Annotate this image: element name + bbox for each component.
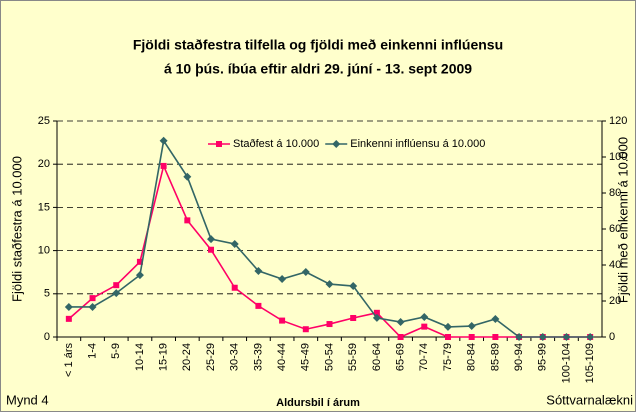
x-tick-label: 80-84 [466, 343, 478, 371]
marker [183, 172, 192, 181]
y-tick-label: 20 [38, 158, 50, 170]
marker [278, 275, 287, 284]
y2-tick-label: 40 [609, 259, 621, 271]
marker [112, 289, 121, 298]
x-tick-label: < 1 árs [63, 343, 75, 377]
y-tick-label: 25 [38, 115, 50, 127]
x-tick-label: 65-69 [394, 343, 406, 371]
y2-tick-label: 120 [609, 115, 627, 127]
marker [135, 271, 144, 280]
marker [302, 326, 309, 333]
y-tick-label: 10 [38, 245, 50, 257]
y2-tick-label: 0 [609, 331, 615, 343]
chart-subtitle: á 10 þús. íbúa eftir aldri 29. júní - 13… [164, 61, 472, 77]
marker [301, 268, 310, 277]
x-tick-label: 75-79 [442, 343, 454, 371]
marker [586, 333, 595, 341]
legend-label: Staðfest á 10.000 [233, 138, 319, 150]
legend-label: Einkenni inflúensu á 10.000 [350, 138, 485, 150]
marker [184, 217, 191, 224]
marker [350, 314, 357, 321]
marker [64, 302, 73, 311]
x-tick-label: 25-29 [205, 343, 217, 371]
x-tick-label: 85-89 [489, 343, 501, 371]
marker [279, 317, 286, 324]
y-tick-label: 15 [38, 201, 50, 213]
x-tick-label: 40-44 [276, 343, 288, 371]
marker [562, 333, 571, 341]
y-tick-label: 5 [44, 288, 50, 300]
marker [207, 235, 216, 244]
x-tick-label: 55-59 [347, 343, 359, 371]
marker [444, 334, 451, 340]
x-tick-label: 5-9 [110, 343, 122, 359]
x-tick-label: 15-19 [158, 343, 170, 371]
x-tick-label: 20-24 [181, 343, 193, 371]
marker [538, 333, 547, 341]
y-axis-label: Fjöldi staðfestra á 10.000 [9, 156, 24, 302]
marker [159, 136, 168, 145]
marker [420, 313, 429, 322]
x-tick-label: 10-14 [134, 343, 146, 371]
y2-tick-label: 100 [609, 151, 627, 163]
chart-title: Fjöldi staðfestra tilfella og fjöldi með… [133, 37, 503, 53]
y2-tick-label: 60 [609, 223, 621, 235]
marker [443, 322, 452, 331]
x-tick-label: 90-94 [513, 343, 525, 371]
marker [325, 280, 334, 289]
marker [89, 295, 96, 302]
marker [255, 302, 262, 309]
x-tick-label: 45-49 [300, 343, 312, 371]
x-tick-label: 95-99 [537, 343, 549, 371]
footer-right: Sóttvarnalækni [546, 392, 633, 407]
marker [65, 315, 72, 322]
marker [332, 140, 341, 148]
marker [113, 282, 120, 289]
marker [136, 258, 143, 265]
marker [254, 266, 263, 275]
marker [326, 321, 333, 328]
marker [397, 334, 404, 340]
marker [421, 323, 428, 330]
marker [208, 246, 215, 253]
marker [216, 141, 222, 147]
marker [396, 318, 405, 327]
marker [230, 239, 239, 248]
x-tick-label: 30-34 [229, 343, 241, 371]
marker [349, 282, 358, 291]
marker [373, 309, 380, 316]
x-tick-label: 100-104 [560, 343, 572, 383]
footer-left: Mynd 4 [6, 392, 49, 407]
marker [492, 334, 499, 340]
y2-tick-label: 80 [609, 187, 621, 199]
marker [491, 315, 500, 323]
y-tick-label: 0 [44, 331, 50, 343]
marker [468, 334, 475, 340]
y2-axis-label: Fjöldi með einkenni á 10.000 [615, 137, 630, 303]
marker [467, 322, 476, 331]
x-tick-label: 105-109 [584, 343, 596, 383]
marker [160, 162, 167, 169]
x-tick-label: 60-64 [371, 343, 383, 371]
x-axis-label: Aldursbil í árum [276, 397, 360, 409]
x-tick-label: 50-54 [323, 343, 335, 371]
x-tick-label: 35-39 [252, 343, 264, 371]
x-tick-label: 1-4 [86, 343, 98, 359]
x-tick-label: 70-74 [418, 343, 430, 371]
marker [372, 313, 381, 322]
marker [231, 284, 238, 291]
marker [515, 333, 524, 341]
y2-tick-label: 20 [609, 295, 621, 307]
marker [88, 302, 97, 311]
